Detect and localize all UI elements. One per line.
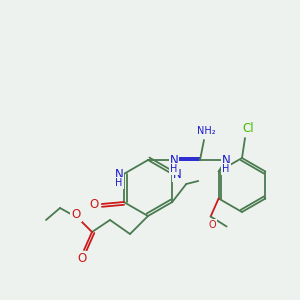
Text: N: N <box>173 167 182 181</box>
Text: O: O <box>77 253 87 266</box>
Text: N: N <box>169 154 178 166</box>
Text: N: N <box>222 154 230 166</box>
Text: N: N <box>114 167 123 181</box>
Text: NH₂: NH₂ <box>197 126 215 136</box>
Text: H: H <box>170 164 178 174</box>
Text: O: O <box>89 199 98 212</box>
Text: H: H <box>115 178 122 188</box>
Text: H: H <box>222 164 230 174</box>
Text: Cl: Cl <box>242 122 254 134</box>
Text: O: O <box>71 208 81 220</box>
Text: O: O <box>209 220 216 230</box>
